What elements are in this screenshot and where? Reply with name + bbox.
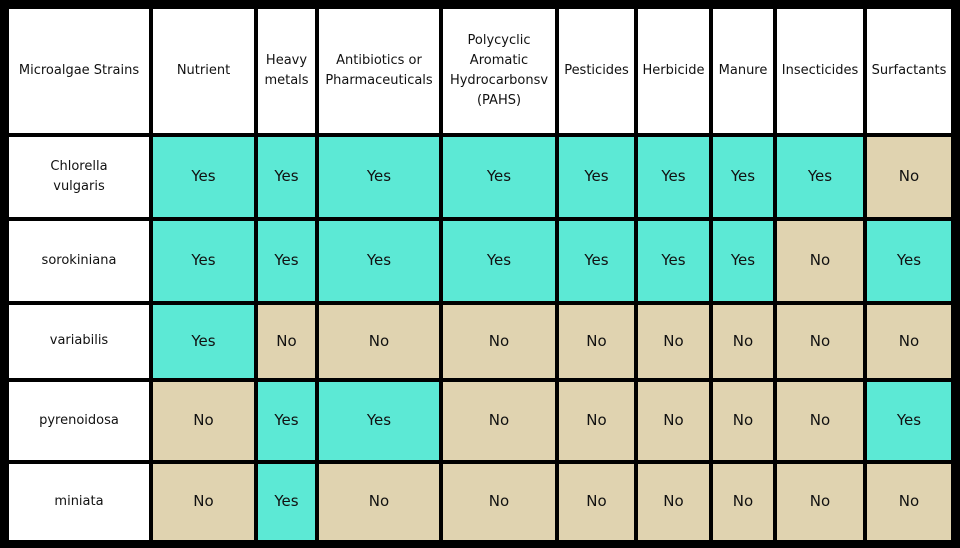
result-cell: No [319, 464, 439, 540]
result-cell: Yes [153, 305, 254, 378]
result-cell: No [713, 382, 773, 460]
header-cell: Insecticides [777, 9, 863, 133]
header-cell: Microalgae Strains [9, 9, 149, 133]
result-cell: No [638, 382, 709, 460]
strain-name: miniata [9, 464, 149, 540]
result-cell: No [638, 464, 709, 540]
result-cell: Yes [559, 137, 634, 217]
result-cell: Yes [713, 137, 773, 217]
result-cell: No [319, 305, 439, 378]
result-cell: Yes [443, 137, 555, 217]
result-cell: No [713, 305, 773, 378]
header-cell: Pesticides [559, 9, 634, 133]
result-cell: No [867, 464, 951, 540]
result-cell: No [559, 464, 634, 540]
result-cell: No [443, 305, 555, 378]
result-cell: No [777, 464, 863, 540]
header-cell: Herbicide [638, 9, 709, 133]
result-cell: Yes [153, 137, 254, 217]
result-cell: No [153, 464, 254, 540]
result-cell: Yes [258, 464, 315, 540]
result-cell: Yes [443, 221, 555, 301]
result-cell: No [638, 305, 709, 378]
result-cell: No [777, 382, 863, 460]
header-cell: Antibiotics or Pharmaceuticals [319, 9, 439, 133]
strain-name: sorokiniana [9, 221, 149, 301]
result-cell: Yes [258, 137, 315, 217]
result-cell: No [258, 305, 315, 378]
result-cell: Yes [319, 221, 439, 301]
result-cell: No [713, 464, 773, 540]
result-cell: No [867, 305, 951, 378]
result-cell: No [443, 464, 555, 540]
result-cell: No [867, 137, 951, 217]
result-cell: Yes [867, 221, 951, 301]
strain-name: pyrenoidosa [9, 382, 149, 460]
strain-name: variabilis [9, 305, 149, 378]
result-cell: Yes [319, 137, 439, 217]
result-cell: Yes [777, 137, 863, 217]
result-cell: Yes [258, 382, 315, 460]
result-cell: Yes [638, 221, 709, 301]
result-cell: No [559, 305, 634, 378]
result-cell: No [153, 382, 254, 460]
header-cell: Heavy metals [258, 9, 315, 133]
result-cell: Yes [258, 221, 315, 301]
header-cell: Manure [713, 9, 773, 133]
header-cell: Polycyclic Aromatic Hydrocarbonsv (PAHS) [443, 9, 555, 133]
result-cell: Yes [638, 137, 709, 217]
strain-name: Chlorella vulgaris [9, 137, 149, 217]
result-cell: No [443, 382, 555, 460]
result-cell: Yes [867, 382, 951, 460]
result-cell: No [777, 221, 863, 301]
result-cell: Yes [319, 382, 439, 460]
result-cell: No [777, 305, 863, 378]
result-cell: Yes [559, 221, 634, 301]
header-cell: Nutrient [153, 9, 254, 133]
result-cell: No [559, 382, 634, 460]
header-cell: Surfactants [867, 9, 951, 133]
result-cell: Yes [713, 221, 773, 301]
result-cell: Yes [153, 221, 254, 301]
